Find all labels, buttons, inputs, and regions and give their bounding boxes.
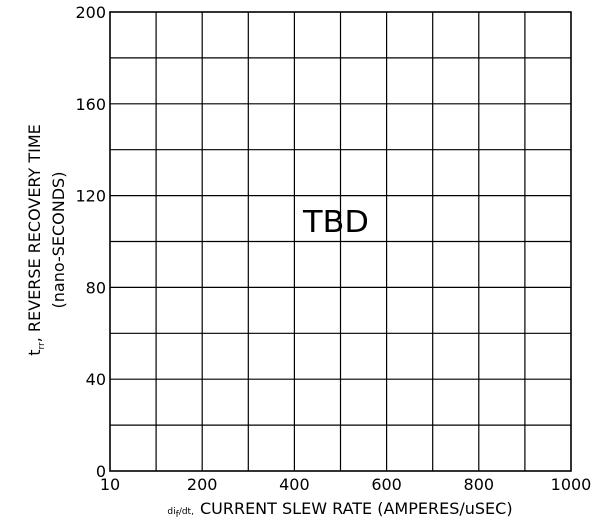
y-axis-label-symbol: t: [25, 350, 44, 356]
x-tick-label: 200: [187, 475, 218, 494]
x-axis-label-prefix-sub: f: [176, 510, 180, 520]
x-axis-ticks: 10 200 400 600 800 1000: [100, 475, 592, 494]
x-tick-label: 1000: [551, 475, 592, 494]
y-tick-label: 120: [75, 187, 106, 206]
y-axis-label-line2: (nano-SECONDS): [49, 172, 68, 309]
y-axis-label-line1: , REVERSE RECOVERY TIME: [25, 124, 44, 342]
y-tick-label: 40: [86, 370, 106, 389]
x-tick-label: 10: [100, 475, 120, 494]
y-axis-label-symbol-sub: rr: [37, 342, 47, 350]
y-axis-ticks: 0 40 80 120 160 200: [75, 3, 106, 481]
x-axis-label-text: CURRENT SLEW RATE (AMPERES/uSEC): [200, 499, 513, 518]
y-axis-label: trr, REVERSE RECOVERY TIME (nano-SECONDS…: [25, 124, 68, 356]
grid: [110, 12, 571, 471]
x-tick-label: 400: [279, 475, 310, 494]
plot-border: [109, 11, 572, 472]
x-tick-label: 600: [371, 475, 402, 494]
svg-text:trr, REVERSE RECOVERY TIME: trr, REVERSE RECOVERY TIME: [25, 124, 47, 356]
y-tick-label: 160: [75, 95, 106, 114]
y-tick-label: 0: [96, 462, 106, 481]
x-axis-label-prefix-tail: /dt,: [179, 507, 194, 517]
svg-text:dif/dt,CURRENT SLEW RATE (AMPE: dif/dt, CURRENT SLEW RATE (AMPERES/uSEC): [167, 499, 512, 520]
x-axis-label: dif/dt, CURRENT SLEW RATE (AMPERES/uSEC): [167, 499, 512, 520]
x-axis-label-prefix: di: [167, 507, 175, 517]
y-tick-label: 200: [75, 3, 106, 22]
x-tick-label: 800: [464, 475, 495, 494]
y-tick-label: 80: [86, 278, 106, 297]
tbd-annotation: TBD: [302, 205, 369, 240]
